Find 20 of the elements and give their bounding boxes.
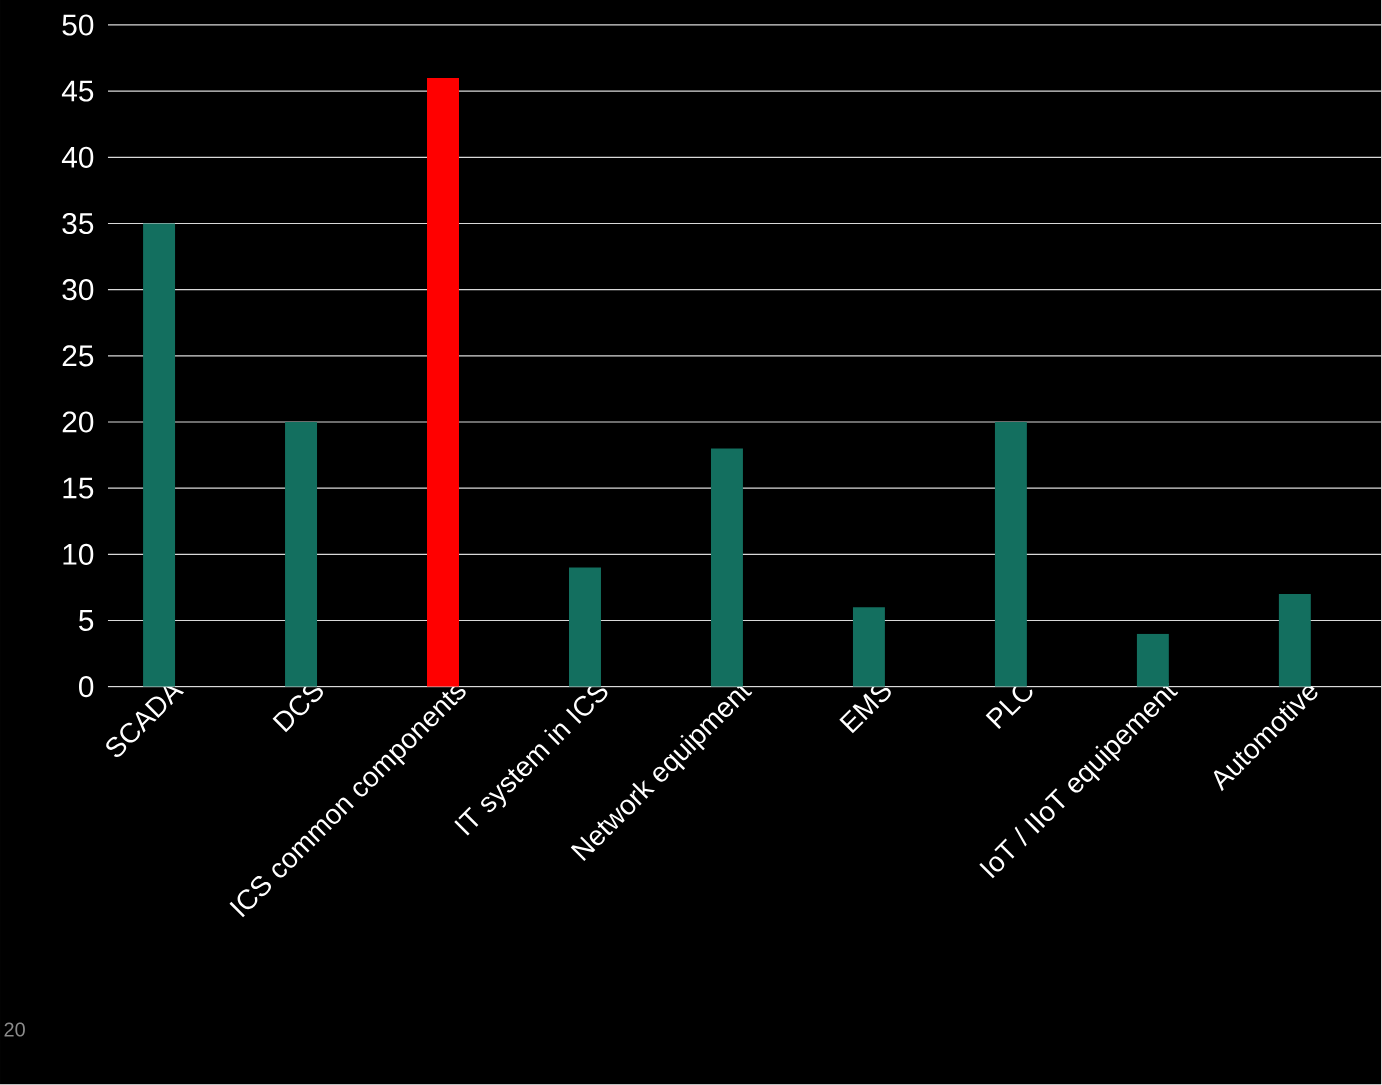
y-tick-label: 35 [62,213,94,235]
y-tick-label: 30 [62,279,94,301]
bar [994,422,1027,687]
y-tick-label: 40 [61,146,94,169]
bar [427,78,459,687]
bar [285,422,318,687]
y-tick-label: 25 [62,345,94,367]
bar [1278,594,1311,687]
bar [143,223,176,687]
y-tick-label: 5 [79,610,94,632]
y-tick-label: 20 [62,411,94,433]
y-tick-label: 45 [61,80,94,102]
bar [568,567,601,687]
y-tick-label: 50 [62,14,94,36]
text: 20 [4,1022,25,1037]
y-tick-label: 0 [79,676,94,698]
x-tick-label: EMS [839,682,891,734]
bar [852,607,885,687]
y-tick-label: 15 [63,477,94,499]
y-tick-label: 10 [63,544,94,566]
